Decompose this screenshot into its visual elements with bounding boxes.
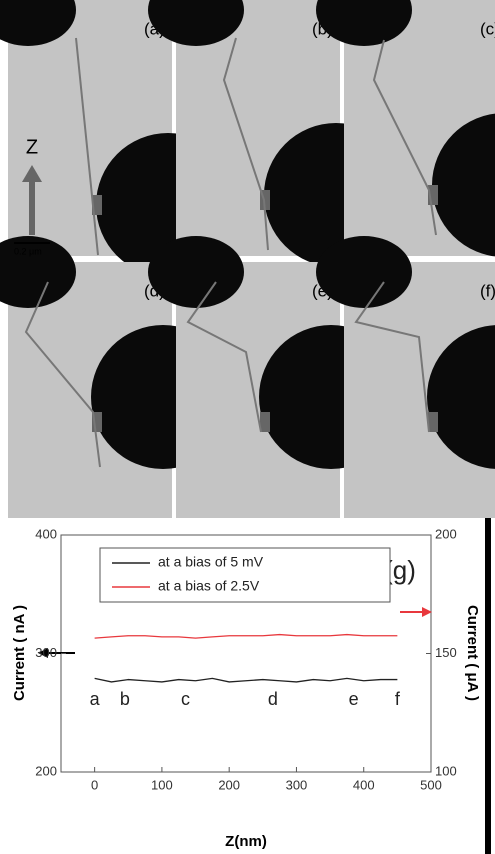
x-tick-label: 500 (420, 777, 442, 792)
annotation: f (395, 689, 401, 709)
y-tick-label: 300 (35, 645, 57, 660)
legend-label: at a bias of 2.5V (158, 578, 260, 594)
annotation: d (268, 689, 278, 709)
y2-axis-label: Current ( μA ) (464, 605, 481, 701)
z-label: Z (26, 136, 38, 158)
annotation: a (90, 689, 101, 709)
y-tick-label: 200 (35, 763, 57, 778)
tip-top (148, 236, 244, 308)
y-axis-label: Current ( nA ) (11, 605, 28, 701)
series-line (95, 635, 398, 639)
y2-tick-label: 200 (435, 526, 457, 541)
tip-top (316, 236, 412, 308)
edge-bar (485, 515, 491, 854)
x-tick-label: 200 (218, 777, 240, 792)
x-axis-label: Z(nm) (225, 833, 267, 850)
y-tick-label: 400 (35, 526, 57, 541)
x-tick-label: 100 (151, 777, 173, 792)
contact (260, 412, 270, 432)
annotation: e (349, 689, 359, 709)
annotation: b (120, 689, 130, 709)
scale-label: 0.2 μm (14, 246, 42, 256)
y2-tick-label: 100 (435, 763, 457, 778)
x-tick-label: 400 (353, 777, 375, 792)
series-line (95, 678, 398, 682)
y2-tick-label: 150 (435, 645, 457, 660)
x-tick-label: 300 (286, 777, 308, 792)
x-tick-label: 0 (91, 777, 98, 792)
legend-label: at a bias of 5 mV (158, 554, 264, 570)
panel-label: (f) (480, 281, 495, 300)
panel-label: (c) (480, 19, 495, 38)
figure-svg: (g) Z(nm) Current ( nA ) Current ( μA ) … (0, 0, 495, 854)
figure: (g) Z(nm) Current ( nA ) Current ( μA ) … (0, 0, 495, 854)
annotation: c (181, 689, 190, 709)
